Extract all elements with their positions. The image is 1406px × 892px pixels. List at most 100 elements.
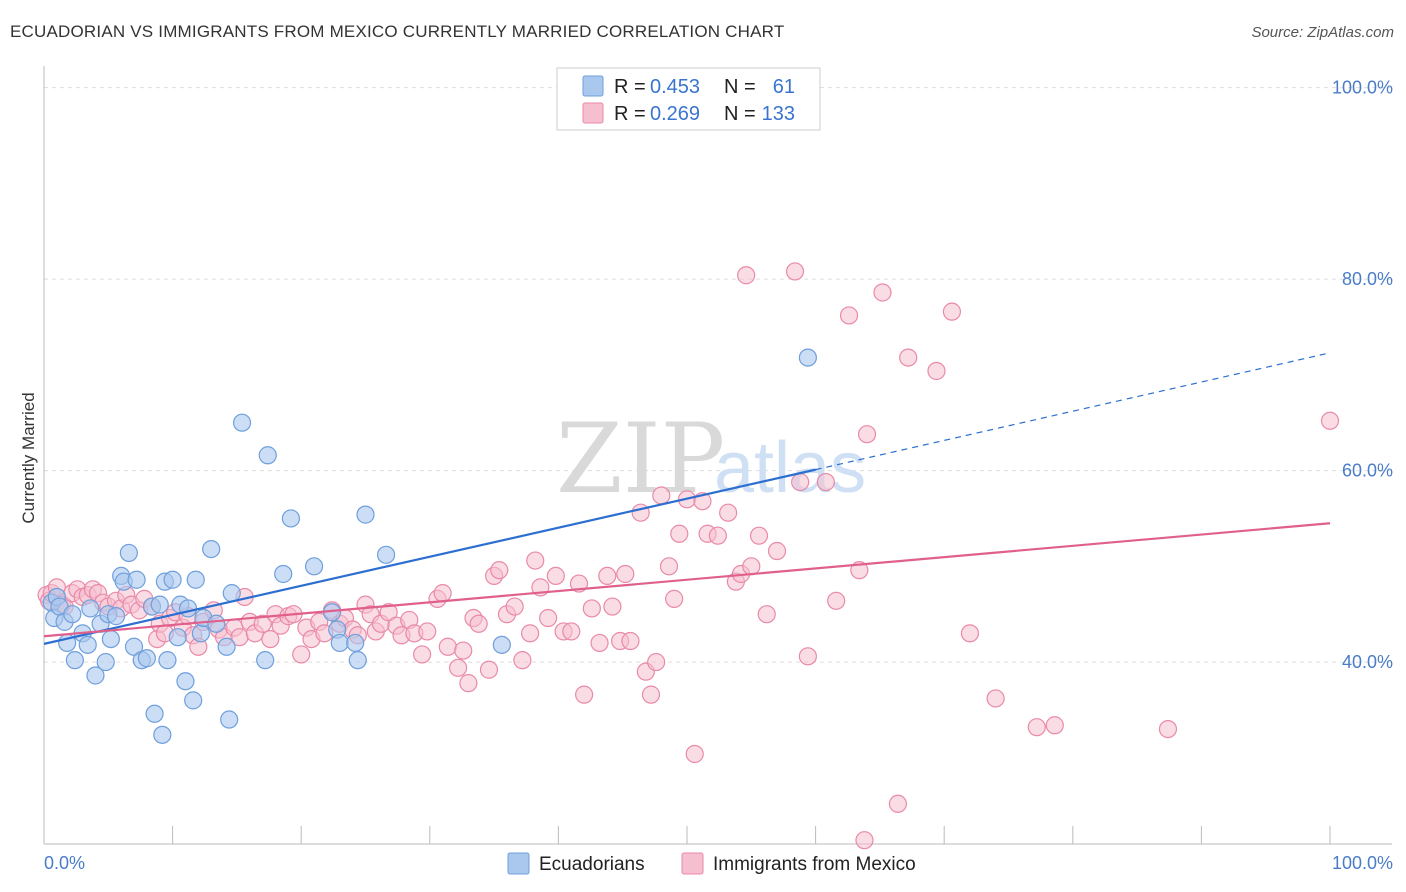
point-mexico-129: [942, 302, 962, 321]
point-ecuadorian-26: [150, 595, 169, 614]
point-mexico-69: [448, 658, 468, 677]
point-mexico-125: [873, 283, 892, 302]
source-label: Source: ZipAtlas.com: [1251, 24, 1394, 41]
point-mexico-94: [616, 564, 635, 584]
point-mexico-113: [742, 557, 761, 576]
point-ecuadorian-47: [274, 564, 293, 584]
point-ecuadorian-41: [217, 637, 236, 656]
point-ecuadorian-46: [256, 651, 275, 670]
point-mexico-134: [1158, 719, 1178, 739]
legend-n-value-2: 133: [762, 103, 795, 125]
point-ecuadorian-55: [356, 505, 375, 524]
point-mexico-122: [839, 306, 859, 325]
point-mexico-70: [454, 641, 473, 660]
point-mexico-65: [418, 622, 437, 641]
legend-n-label-1: N =: [724, 76, 756, 98]
point-mexico-119: [798, 647, 817, 666]
point-ecuadorian-37: [191, 624, 210, 643]
point-mexico-124: [857, 425, 877, 444]
point-mexico-120: [816, 472, 835, 492]
point-mexico-103: [670, 524, 689, 543]
point-ecuadorian-7: [65, 651, 84, 670]
point-mexico-131: [986, 689, 1005, 708]
y-axis-label: Currently Married: [19, 392, 38, 523]
trendline-mexico: [43, 522, 1331, 638]
point-mexico-136: [855, 831, 874, 850]
series-immigrants-from-mexico: [37, 262, 1340, 850]
point-mexico-92: [603, 597, 622, 616]
point-mexico-115: [757, 605, 776, 624]
point-ecuadorian-9: [78, 635, 97, 654]
point-ecuadorian-31: [168, 628, 187, 647]
y-tick-labels: 40.0% 60.0% 80.0% 100.0%: [1332, 78, 1393, 673]
point-mexico-118: [791, 472, 810, 492]
point-ecuadorian-44: [232, 413, 252, 432]
point-mexico-121: [827, 591, 846, 610]
point-mexico-39: [253, 614, 272, 633]
point-ecuadorian-10: [81, 599, 100, 618]
point-mexico-91: [598, 566, 617, 586]
point-ecuadorian-23: [137, 649, 156, 668]
point-mexico-73: [469, 614, 488, 633]
point-mexico-116: [767, 541, 787, 561]
point-mexico-78: [505, 597, 524, 616]
point-ecuadorian-15: [101, 629, 120, 649]
legend-n-value-1: 61: [773, 76, 795, 98]
point-mexico-114: [749, 526, 769, 545]
point-ecuadorian-35: [184, 691, 203, 710]
point-ecuadorian-56: [376, 545, 396, 564]
point-ecuadorian-20: [124, 637, 144, 656]
point-mexico-133: [1045, 716, 1064, 735]
point-ecuadorian-39: [202, 539, 221, 559]
point-ecuadorian-49: [304, 557, 324, 576]
chart-title: ECUADORIAN VS IMMIGRANTS FROM MEXICO CUR…: [10, 22, 785, 41]
point-mexico-132: [1027, 718, 1046, 737]
point-ecuadorian-19: [119, 543, 138, 563]
point-ecuadorian-52: [330, 633, 349, 653]
point-mexico-117: [785, 262, 805, 281]
point-ecuadorian-43: [220, 710, 239, 729]
watermark: ZIP atlas: [556, 403, 866, 515]
point-mexico-128: [927, 361, 946, 381]
trendline-ecuadorians: [43, 468, 816, 645]
legend-bottom-label-mexico: Immigrants from Mexico: [713, 854, 916, 875]
y-tick-label-60: 60.0%: [1342, 461, 1393, 481]
point-ecuadorian-58: [798, 348, 817, 367]
point-mexico-99: [647, 652, 666, 672]
point-ecuadorian-25: [145, 704, 164, 723]
point-ecuadorian-30: [163, 570, 182, 589]
point-mexico-79: [513, 651, 532, 670]
point-ecuadorian-29: [158, 651, 177, 670]
point-ecuadorian-40: [207, 614, 226, 633]
point-mexico-40: [261, 629, 280, 649]
trendline-ecuadorians-extension: [815, 352, 1331, 471]
legend-n-label-2: N =: [724, 103, 756, 125]
point-mexico-126: [888, 794, 908, 813]
point-ecuadorian-36: [186, 570, 205, 589]
x-tick-labels: 0.0% 100.0%: [44, 853, 1393, 873]
legend-swatch-pink: [582, 102, 604, 124]
point-mexico-101: [659, 557, 679, 576]
point-ecuadorian-27: [153, 725, 172, 744]
point-ecuadorian-34: [178, 599, 198, 618]
point-mexico-45: [292, 645, 311, 664]
legend-top: R = 0.453 N = 61 R = 0.269 N = 133: [556, 67, 821, 131]
point-mexico-100: [652, 486, 671, 505]
y-tick-label-100: 100.0%: [1332, 78, 1393, 98]
legend-r-label-2: R =: [614, 103, 646, 125]
point-ecuadorian-33: [176, 672, 195, 691]
point-mexico-90: [590, 633, 609, 653]
point-mexico-135: [1320, 411, 1340, 430]
point-mexico-81: [526, 551, 545, 570]
legend-bottom-swatch-pink: [681, 852, 704, 875]
point-mexico-59: [379, 603, 398, 622]
point-mexico-88: [575, 685, 594, 704]
y-tick-label-40: 40.0%: [1342, 652, 1393, 672]
point-mexico-108: [708, 526, 727, 545]
point-mexico-71: [459, 674, 478, 693]
point-mexico-89: [582, 599, 601, 618]
point-mexico-109: [719, 503, 738, 522]
point-mexico-68: [438, 637, 457, 656]
axes: [43, 66, 1392, 845]
